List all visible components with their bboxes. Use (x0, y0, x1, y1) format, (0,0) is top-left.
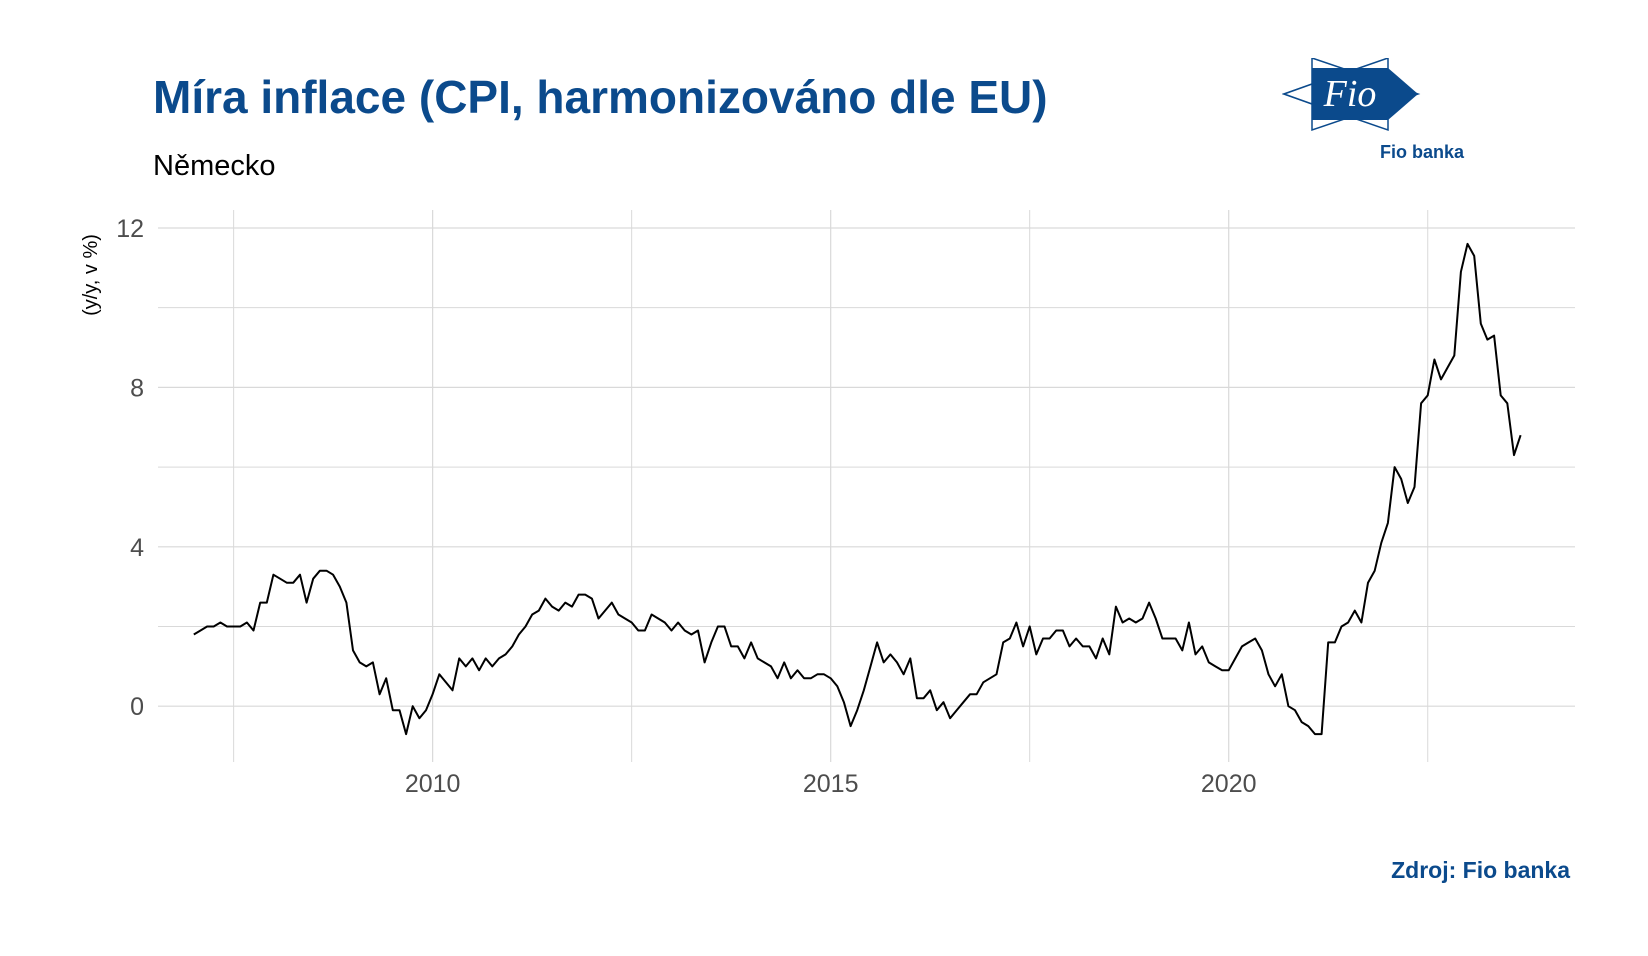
logo-caption: Fio banka (1379, 142, 1464, 162)
logo-mark-text: Fio (1323, 73, 1377, 115)
x-tick-label: 2015 (803, 770, 859, 798)
x-tick-label: 2010 (405, 770, 461, 798)
y-tick-label: 12 (116, 215, 144, 243)
x-tick-label: 2020 (1201, 770, 1257, 798)
grid-lines (158, 210, 1575, 762)
y-tick-label: 8 (130, 374, 144, 402)
y-tick-labels: 0 4 8 12 (116, 215, 144, 721)
source-note: Zdroj: Fio banka (1391, 857, 1570, 883)
x-tick-labels: 2010 2015 2020 (405, 770, 1257, 798)
series-line-cpi (193, 242, 1522, 736)
fio-logo-mark: Fio (1282, 58, 1421, 132)
y-axis-label: (y/y, v %) (80, 234, 102, 316)
y-tick-label: 0 (130, 693, 144, 721)
page-title: Míra inflace (CPI, harmonizováno dle EU) (153, 71, 1048, 123)
y-tick-label: 4 (130, 534, 144, 562)
page-subtitle: Německo (153, 150, 276, 182)
